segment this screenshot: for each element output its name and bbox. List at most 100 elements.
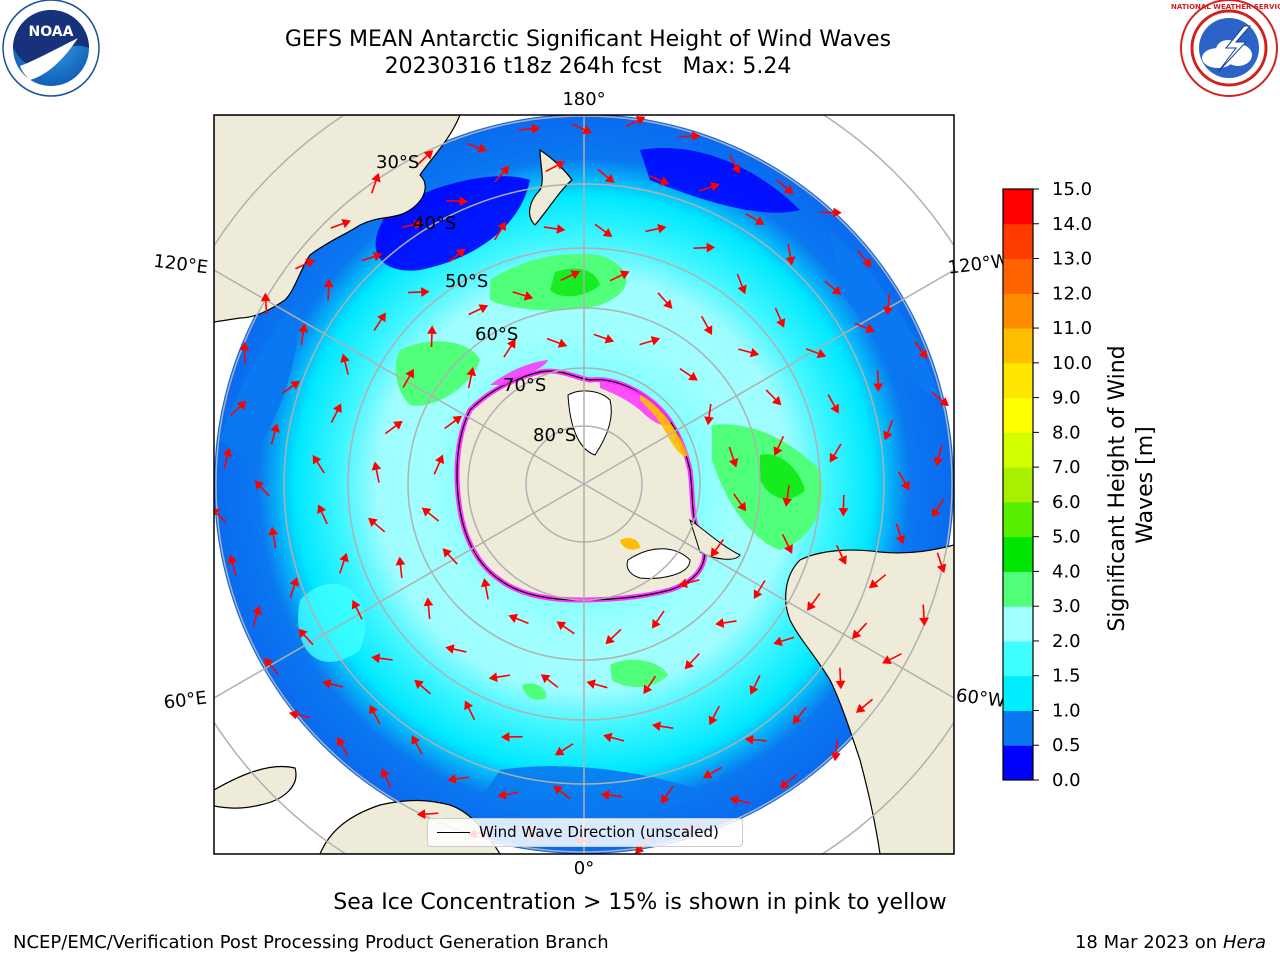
wind-wave-arrow	[609, 270, 630, 282]
colorbar-tick-label: 12.0	[1052, 283, 1092, 304]
lat-label-70s: 70°S	[503, 375, 546, 396]
wind-wave-arrow	[830, 739, 841, 762]
wind-wave-arrow	[401, 219, 423, 230]
colorbar-tick-label: 14.0	[1052, 214, 1092, 235]
wind-wave-arrow	[805, 348, 827, 359]
wind-wave-arrow	[651, 610, 665, 629]
colorbar-segment	[1003, 397, 1033, 433]
lon-label-120e: 120°E	[152, 251, 209, 279]
lat-label-30s: 30°S	[376, 152, 419, 173]
wind-wave-arrow	[371, 461, 382, 483]
wind-wave-arrow	[445, 644, 467, 654]
colorbar-segment	[1003, 467, 1033, 503]
wind-wave-arrow	[914, 341, 928, 360]
wind-wave-arrow	[423, 597, 434, 619]
wind-wave-arrow	[340, 353, 350, 375]
wind-wave-arrow	[214, 508, 227, 524]
wind-wave-arrow	[852, 622, 868, 639]
wind-wave-arrow	[651, 721, 674, 732]
wind-wave-arrow	[494, 165, 510, 183]
wind-wave-arrow	[684, 652, 700, 670]
wind-wave-arrow	[503, 339, 516, 358]
wind-wave-arrow	[330, 403, 342, 423]
colorbar-frame	[1002, 188, 1034, 781]
wind-wave-arrow	[882, 653, 902, 665]
colorbar-segment	[1003, 223, 1033, 260]
legend-label: Wind Wave Direction (unscaled)	[479, 823, 719, 841]
wind-wave-arrow	[408, 287, 430, 297]
wind-wave-arrow	[554, 743, 574, 756]
wind-wave-arrow	[466, 366, 477, 389]
wind-wave-arrow	[729, 795, 751, 806]
wind-wave-arrow	[708, 705, 720, 726]
wind-wave-arrow	[380, 768, 392, 789]
colorbar-segments	[1003, 189, 1033, 781]
wind-wave-arrow	[744, 734, 767, 745]
map-subtitle: 20230316 t18z 264h fcst Max: 5.24	[384, 54, 792, 79]
wind-wave-arrow	[593, 333, 615, 344]
wind-wave-arrow	[464, 700, 476, 721]
colorbar-ticks: 0.0 0.5 1.0 1.5 2.0 3.0 4.0 5.0 6.0 7.0 8.0 9.0 10.0…	[1033, 179, 1092, 791]
wind-wave-arrow	[322, 679, 344, 689]
wind-wave-arrow	[289, 577, 300, 598]
wind-wave-arrow	[295, 258, 316, 270]
wind-wave-arrow	[782, 485, 793, 507]
wind-wave-arrow	[448, 248, 466, 263]
wind-wave-arrow	[931, 498, 945, 518]
wind-wave-arrow	[263, 657, 279, 675]
wind-wave-arrow	[370, 172, 381, 194]
date-line: 18 Mar 2023 on Hera	[1075, 932, 1266, 953]
lon-label-60w: 60°W	[955, 685, 1007, 712]
colorbar-segment	[1003, 675, 1033, 711]
wind-wave-arrow	[369, 704, 381, 725]
wind-wave-arrow	[625, 116, 646, 128]
lon-label-120w: 120°W	[947, 250, 1010, 278]
sea-ice-caption: Sea Ice Concentration > 15% is shown in …	[333, 890, 947, 915]
wind-wave-arrows	[214, 116, 949, 854]
wind-wave-arrow	[745, 213, 765, 225]
wind-wave-arrow	[898, 471, 910, 491]
wind-wave-arrow	[416, 809, 439, 819]
colorbar-segment	[1003, 258, 1033, 294]
legend-line-sample	[437, 832, 470, 833]
wind-wave-arrow	[829, 443, 842, 463]
colorbar-tick-label: 1.5	[1052, 666, 1081, 687]
wind-wave-arrow	[773, 636, 795, 646]
wind-wave-arrow	[700, 315, 713, 335]
colorbar-tick-label: 7.0	[1052, 457, 1081, 478]
noaa-logo: NOAA	[2, 0, 100, 97]
wind-wave-arrow	[774, 307, 786, 328]
wind-wave-arrow	[931, 391, 949, 407]
colorbar-segment	[1003, 293, 1033, 329]
longitude-gridlines	[214, 115, 954, 854]
wind-wave-arrow	[447, 774, 469, 784]
colorbar-segment	[1003, 362, 1033, 399]
credit-line: NCEP/EMC/Verification Post Processing Pr…	[13, 932, 609, 953]
wind-wave-arrow	[421, 507, 440, 522]
colorbar-tick-label: 11.0	[1052, 318, 1092, 339]
wind-wave-arrow	[411, 735, 423, 755]
wind-wave-arrow	[468, 304, 489, 316]
map-legend: Wind Wave Direction (unscaled)	[427, 818, 743, 847]
wind-wave-arrow	[854, 322, 876, 333]
wind-wave-arrow	[572, 123, 592, 135]
wind-wave-arrow	[883, 419, 894, 441]
colorbar-title-line1: Significant Height of Wind	[1105, 345, 1130, 631]
wind-wave-arrow	[427, 325, 437, 348]
colorbar-tick-label: 3.0	[1052, 596, 1081, 617]
colorbar-tick-label: 5.0	[1052, 527, 1081, 548]
wind-wave-arrow	[540, 674, 559, 688]
wind-wave-arrow	[543, 224, 566, 234]
colorbar-segment	[1003, 710, 1033, 746]
wind-wave-arrow	[497, 789, 519, 800]
colorbar-segment	[1003, 536, 1033, 572]
wind-wave-arrow	[312, 454, 325, 474]
wind-wave-arrow	[281, 380, 300, 394]
wind-wave-arrow	[873, 370, 884, 392]
wind-wave-arrow	[660, 785, 674, 804]
wind-wave-arrow	[597, 168, 615, 184]
wind-wave-arrow	[227, 554, 238, 576]
wind-wave-arrow	[678, 131, 701, 142]
wind-wave-arrow	[603, 732, 625, 743]
wind-wave-arrow	[835, 667, 846, 690]
